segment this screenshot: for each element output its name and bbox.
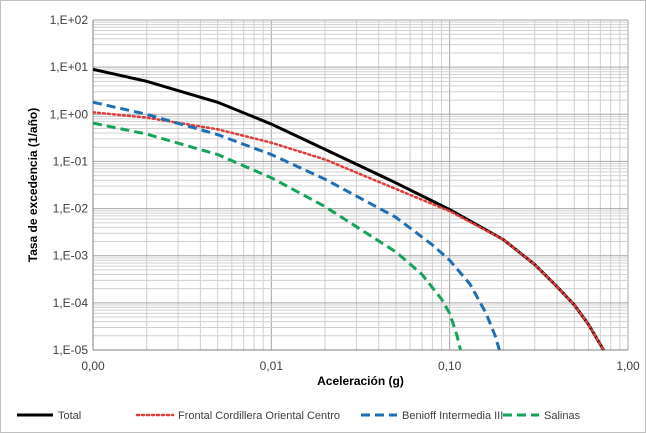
series-line-3	[93, 121, 462, 351]
series-layer	[93, 67, 605, 351]
series-line-2	[93, 100, 501, 351]
legend-label-1: Frontal Cordillera Oriental Centro	[178, 410, 340, 422]
axes	[92, 20, 628, 351]
y-tick-label: 1,E-04	[53, 296, 89, 310]
x-tick-label: 0,00	[81, 359, 105, 373]
y-tick-label: 1,E-05	[53, 343, 89, 357]
series-line-1	[93, 111, 605, 351]
y-tick-label: 1,E-01	[53, 154, 89, 168]
y-axis-title: Tasa de excedencia (1/año)	[26, 108, 40, 263]
y-tick-label: 1,E-02	[53, 202, 89, 216]
tick-labels: 0,00 0,01 0,10 1,00 1,E+02 1,E+01 1,E+00 1,E-01…	[50, 13, 640, 373]
grid-lines	[92, 19, 629, 351]
y-tick-label: 1,E+01	[50, 60, 89, 74]
legend: Total Frontal Cordillera Oriental Centro B…	[17, 410, 581, 422]
legend-label-3: Salinas	[544, 410, 581, 422]
x-tick-label: 1,00	[616, 359, 640, 373]
x-tick-label: 0,01	[260, 359, 284, 373]
x-tick-label: 0,10	[438, 359, 462, 373]
y-tick-label: 1,E-03	[53, 249, 89, 263]
legend-label-0: Total	[58, 410, 81, 422]
y-tick-label: 1,E+00	[50, 107, 89, 121]
legend-label-2: Benioff Intermedia III	[402, 410, 503, 422]
y-tick-label: 1,E+02	[50, 13, 89, 27]
x-axis-title: Aceleración (g)	[317, 374, 404, 388]
